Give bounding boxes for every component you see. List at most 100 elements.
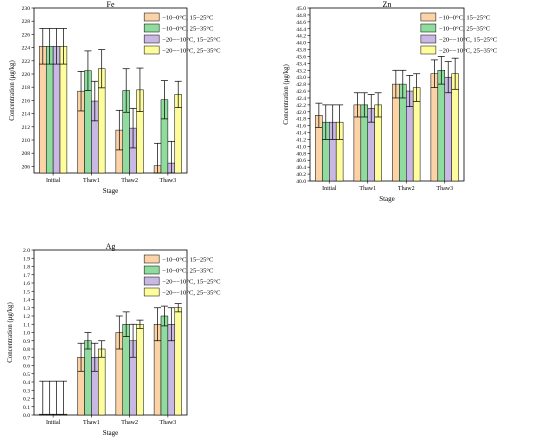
y-tick-label: 1.1 [23,322,30,328]
legend-entry: −10~0°C, 25~35°C [162,268,214,275]
y-tick-label: 40.6 [296,158,306,164]
legend-swatch [143,254,160,264]
chart-title: Ag [106,242,116,251]
y-tick-label: 216 [22,98,31,104]
x-tick-label: Thaw3 [436,186,453,192]
x-axis-label: Stage [103,429,119,437]
x-tick-label: Thaw1 [359,186,376,192]
y-tick-label: 43.2 [296,68,306,74]
legend-entry: −20~−10°C, 25~35°C [439,48,498,55]
legend-swatch [143,265,160,275]
y-tick-label: 210 [22,138,31,144]
y-tick-label: 2.0 [23,248,30,254]
y-tick-label: 42.8 [296,82,306,88]
y-tick-label: 208 [22,151,31,157]
chart-title: Zn [383,0,392,9]
bar [136,324,144,416]
y-tick-label: 42.4 [296,96,306,102]
legend-swatch [143,12,160,22]
y-tick-label: 0.3 [23,388,30,394]
bar [174,307,182,416]
y-tick-label: 0.0 [23,413,30,419]
y-tick-label: 1.8 [23,265,30,271]
chart-ag: Ag 0.0 0.1 0.2 0.3 0.4 0.5 0.6 0.7 0.8 0.9 1.0 1.1 1.… [7,242,221,437]
y-tick-label: 41.6 [296,124,306,130]
bar [39,46,47,174]
y-tick-label: 42.2 [296,103,306,109]
y-tick-label: 1.3 [23,306,30,312]
x-tick-label: Initial [322,186,337,192]
y-tick-label: 230 [22,6,31,12]
y-tick-label: 41.4 [296,131,306,137]
bar [84,340,92,416]
legend-swatch [143,287,160,297]
legend-entry: −20~−10°C, 15~25°C [439,37,498,44]
y-tick-label: 222 [22,59,31,65]
y-tick-label: 42.0 [296,110,306,116]
y-tick-label: 1.6 [23,281,30,287]
x-tick-label: Thaw1 [83,178,100,184]
legend-swatch [143,34,160,44]
legend-entry: −20~−10°C, 25~35°C [162,48,221,55]
bar [437,70,446,182]
y-tick-label: 0.8 [23,347,30,353]
y-tick-label: 41.2 [296,137,306,143]
x-tick-label: Thaw1 [83,420,100,426]
y-tick-label: 0.1 [23,405,30,411]
y-tick-label: 1.5 [23,289,30,295]
bar [160,315,169,416]
y-tick-label: 212 [22,125,31,131]
x-axis-label: Stage [103,187,119,195]
y-tick-label: 228 [22,19,31,25]
x-axis-label: Stage [379,195,395,203]
x-tick-label: Initial [46,420,61,426]
y-tick-label: 0.9 [23,339,30,345]
legend-entry: −10~0°C, 15~25°C [439,15,491,22]
chart-zn: Zn 40.040.240.440.640.841.041.241.441.641… [283,0,498,203]
y-tick-label: 41.0 [296,144,306,150]
y-tick-label: 43.0 [296,75,306,81]
x-tick-label: Thaw3 [160,178,177,184]
bar [122,324,130,416]
y-tick-label: 1.4 [23,298,30,304]
y-tick-label: 44.8 [296,13,306,19]
bar [399,83,407,182]
legend-swatch [420,45,437,55]
legend-entry: −20~−10°C, 15~25°C [162,279,221,286]
y-tick-label: 1.0 [23,331,30,337]
y-tick-label: 0.7 [23,355,30,361]
y-tick-label: 44.4 [296,27,306,33]
legend-entry: −20~−10°C, 15~25°C [162,37,221,44]
y-tick-label: 43.8 [296,48,306,54]
y-tick-label: 224 [22,46,31,52]
y-tick-label: 206 [22,164,31,170]
x-tick-label: Thaw2 [398,186,415,192]
bar [45,46,54,174]
y-tick-label: 1.9 [23,256,30,262]
y-tick-label: 214 [22,112,31,118]
plot-frame [33,7,188,174]
bar [430,73,439,182]
y-tick-label: 218 [22,85,31,91]
y-tick-label: 44.0 [296,41,306,47]
bar [98,348,106,416]
legend-swatch [143,45,160,55]
y-tick-label: 0.6 [23,364,30,370]
bar [59,46,68,174]
y-tick-label: 41.8 [296,117,306,123]
y-tick-label: 0.4 [23,380,30,386]
x-tick-label: Thaw3 [160,420,177,426]
legend-swatch [143,276,160,286]
y-tick-label: 40.4 [296,165,306,171]
y-tick-label: 40.2 [296,172,306,178]
legend-entry: −10~0°C, 25~35°C [162,26,214,33]
y-tick-label: 44.6 [296,20,306,26]
y-tick-label: 220 [22,72,31,78]
x-tick-label: Thaw2 [121,420,138,426]
legend-entry: −10~0°C, 15~25°C [162,257,214,264]
legend-entry: −10~0°C, 15~25°C [162,15,214,22]
y-tick-label: 40.0 [296,179,306,185]
y-tick-label: 0.5 [23,372,30,378]
x-tick-label: Thaw2 [121,178,138,184]
